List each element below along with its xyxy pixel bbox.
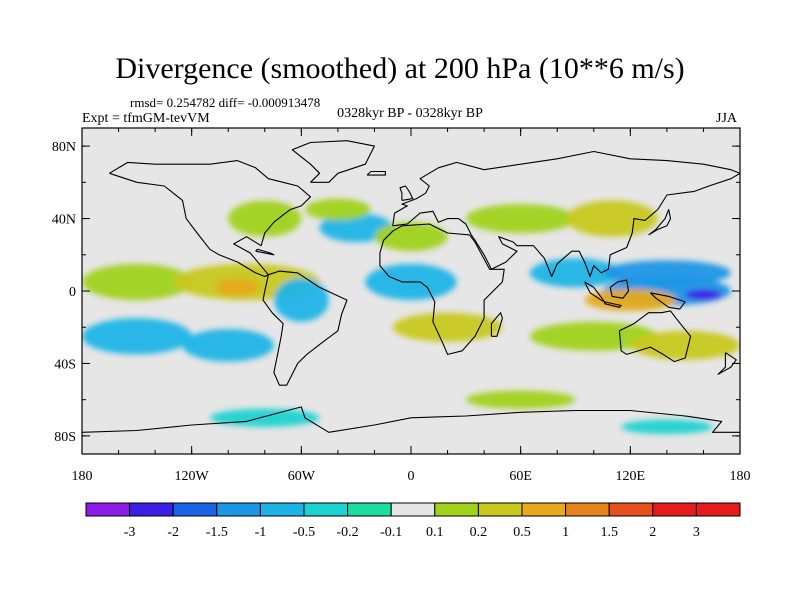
colorbar-box-1 [129,502,174,517]
field-blob-9 [374,222,448,252]
coastline-12 [490,312,503,337]
lon-label-120E: 120E [616,469,646,484]
lat-label-40S: 40S [54,357,76,372]
colorbar-box-3 [216,502,261,517]
colorbar-box-9 [477,502,523,517]
colorbar-box-7 [390,502,436,517]
coastline-5 [618,310,692,363]
coastline-10 [648,208,672,236]
colorbar-label: -1.5 [206,525,228,540]
colorbar-label: 0.2 [470,525,488,540]
field-blob-11 [392,312,503,342]
experiment-label: Expt = tfmGM-tevVM [82,111,210,126]
period-label: 0328kyr BP - 0328kyr BP [337,106,483,121]
colorbar-box-12 [608,502,654,517]
field-blob-12 [465,204,576,234]
field-blob-0 [82,263,192,301]
colorbar-box-8 [434,502,479,517]
field-blob-17 [685,289,722,301]
field-blob-22 [465,390,576,409]
coastline-11 [399,185,414,201]
field-blob-2 [215,278,260,297]
colorbar-label: -2 [167,525,179,540]
lon-label-120W: 120W [175,469,210,484]
field-blob-20 [630,330,740,360]
coastline-14 [82,406,740,433]
divergence-field [82,198,740,435]
coastline-9 [650,292,686,310]
lat-label-80N: 80N [52,140,76,155]
colorbar-box-14 [695,502,741,517]
colorbar-box-13 [652,502,697,517]
field-blob-18 [584,289,677,311]
lon-label-60W: 60W [288,469,316,484]
coastline-6 [609,279,630,299]
lat-label-80S: 80S [54,430,76,445]
colorbar-label: 3 [693,525,700,540]
field-blob-19 [529,321,658,351]
colorbar-box-2 [172,502,218,517]
coastline-13 [717,352,737,375]
coastline-15 [366,170,386,176]
lon-label-180: 180 [72,469,93,484]
field-blob-3 [82,318,192,355]
colorbar-box-4 [259,502,305,517]
colorbar-box-0 [85,502,131,517]
coastline-16 [255,248,275,256]
lon-label-0: 0 [408,469,415,484]
coastline-3 [379,223,505,355]
colorbar-box-11 [565,502,610,517]
stats-label: rmsd= 0.254782 diff= -0.000913478 [130,95,321,110]
field-blob-14 [529,258,622,288]
colorbar-label: -0.2 [337,525,359,540]
lon-label-180: 180 [730,469,751,484]
colorbar-box-5 [303,502,349,517]
field-blob-4 [182,329,274,362]
field-blob-23 [621,419,713,435]
coastline-4 [392,150,740,278]
colorbar-label: -3 [124,525,136,540]
coastline-7 [584,281,606,303]
coastline-0 [109,160,312,278]
colorbar-label: -1 [255,525,267,540]
coastline-1 [262,270,348,386]
colorbar-label: 1.5 [600,525,618,540]
colorbar-label: 0.1 [426,525,444,540]
lat-label-40N: 40N [52,213,76,228]
coastlines [82,140,740,433]
colorbar-label: 2 [649,525,656,540]
colorbar-label: -0.1 [380,525,402,540]
lat-label-0: 0 [69,285,76,300]
plot-title: Divergence (smoothed) at 200 hPa (10**6 … [115,52,685,85]
coastline-8 [604,301,622,308]
season-label: JJA [716,111,738,126]
field-blob-5 [273,278,329,322]
field-blob-13 [566,200,658,237]
colorbar-label: 1 [562,525,569,540]
colorbar-box-6 [347,502,392,517]
field-blob-6 [319,213,393,243]
field-blob-8 [304,198,371,221]
colorbar-label: 0.5 [513,525,531,540]
coastline-2 [291,140,375,183]
field-blob-7 [228,200,302,237]
colorbar-label: -0.5 [293,525,315,540]
lon-label-60E: 60E [509,469,532,484]
colorbar-box-10 [521,502,567,517]
